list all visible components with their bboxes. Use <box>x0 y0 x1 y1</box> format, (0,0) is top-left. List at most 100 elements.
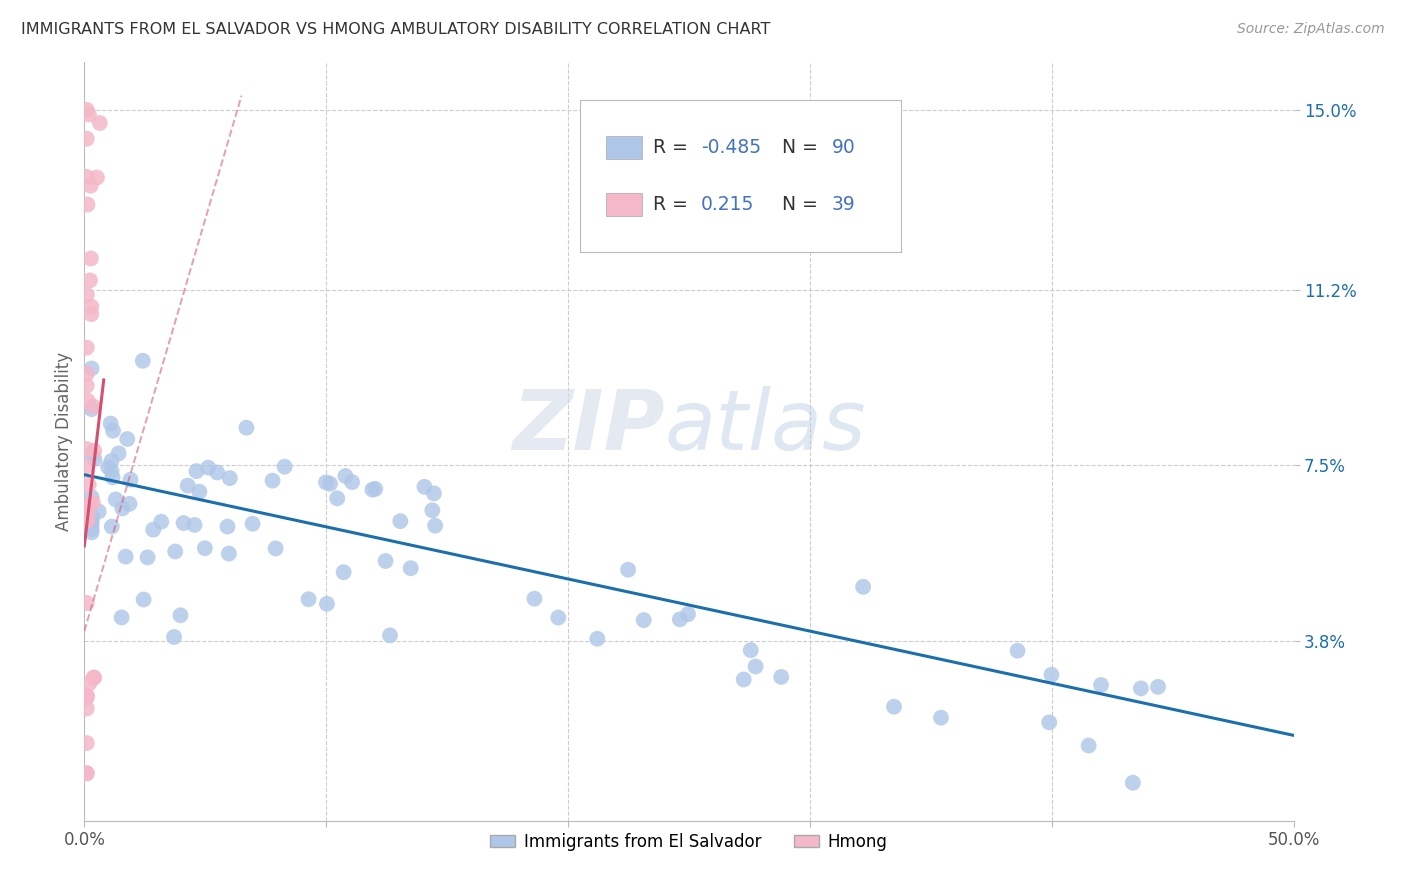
Hmong <box>76 197 98 211</box>
Immigrants from El Salvador <box>770 670 793 684</box>
Y-axis label: Ambulatory Disability: Ambulatory Disability <box>55 352 73 531</box>
Immigrants from El Salvador <box>169 608 191 623</box>
Hmong <box>76 378 98 392</box>
Text: N =: N = <box>782 138 824 157</box>
Immigrants from El Salvador <box>389 514 412 528</box>
Immigrants from El Salvador <box>883 699 905 714</box>
Immigrants from El Salvador <box>262 474 284 488</box>
Immigrants from El Salvador <box>83 451 105 466</box>
Immigrants from El Salvador <box>101 424 124 438</box>
Hmong <box>83 443 105 458</box>
Immigrants from El Salvador <box>132 592 155 607</box>
Immigrants from El Salvador <box>136 550 159 565</box>
Immigrants from El Salvador <box>80 522 103 536</box>
Hmong <box>76 393 98 408</box>
Immigrants from El Salvador <box>332 565 354 579</box>
Hmong <box>76 442 98 456</box>
Hmong <box>76 288 98 302</box>
Hmong <box>80 300 103 314</box>
Immigrants from El Salvador <box>364 482 387 496</box>
Hmong <box>76 515 98 529</box>
Hmong <box>76 766 98 780</box>
Immigrants from El Salvador <box>80 448 103 462</box>
Immigrants from El Salvador <box>423 486 446 500</box>
Immigrants from El Salvador <box>319 476 342 491</box>
Hmong <box>82 496 104 510</box>
Hmong <box>76 132 98 146</box>
Immigrants from El Salvador <box>1090 678 1112 692</box>
Hmong <box>76 367 98 381</box>
Immigrants from El Salvador <box>117 432 139 446</box>
Immigrants from El Salvador <box>374 554 396 568</box>
Immigrants from El Salvador <box>217 519 239 533</box>
Immigrants from El Salvador <box>326 491 349 506</box>
Hmong <box>77 107 100 121</box>
Text: atlas: atlas <box>665 386 866 467</box>
Text: R =: R = <box>652 138 693 157</box>
Hmong <box>80 252 103 266</box>
Immigrants from El Salvador <box>1040 667 1063 681</box>
Immigrants from El Salvador <box>733 673 755 687</box>
Hmong <box>77 477 100 491</box>
Text: Source: ZipAtlas.com: Source: ZipAtlas.com <box>1237 22 1385 37</box>
Immigrants from El Salvador <box>186 464 208 478</box>
Text: -0.485: -0.485 <box>702 138 761 157</box>
Immigrants from El Salvador <box>120 473 142 487</box>
Immigrants from El Salvador <box>80 525 103 540</box>
Immigrants from El Salvador <box>235 420 257 434</box>
Immigrants from El Salvador <box>264 541 287 556</box>
Immigrants from El Salvador <box>80 516 103 531</box>
Immigrants from El Salvador <box>335 469 357 483</box>
Immigrants from El Salvador <box>399 561 422 575</box>
Immigrants from El Salvador <box>80 490 103 504</box>
Text: 0.215: 0.215 <box>702 194 755 214</box>
Hmong <box>83 671 105 685</box>
Immigrants from El Salvador <box>1129 681 1152 696</box>
Immigrants from El Salvador <box>142 523 165 537</box>
Hmong <box>80 307 103 321</box>
Hmong <box>76 500 98 515</box>
Immigrants from El Salvador <box>1007 643 1029 657</box>
Immigrants from El Salvador <box>413 480 436 494</box>
Immigrants from El Salvador <box>188 484 211 499</box>
Immigrants from El Salvador <box>273 459 295 474</box>
Immigrants from El Salvador <box>1147 680 1170 694</box>
Hmong <box>76 596 98 610</box>
Immigrants from El Salvador <box>547 610 569 624</box>
Immigrants from El Salvador <box>676 607 699 622</box>
Immigrants from El Salvador <box>744 659 766 673</box>
Hmong <box>76 766 98 780</box>
Text: IMMIGRANTS FROM EL SALVADOR VS HMONG AMBULATORY DISABILITY CORRELATION CHART: IMMIGRANTS FROM EL SALVADOR VS HMONG AMB… <box>21 22 770 37</box>
Hmong <box>76 689 98 703</box>
Immigrants from El Salvador <box>218 471 240 485</box>
Immigrants from El Salvador <box>929 711 952 725</box>
Immigrants from El Salvador <box>111 501 134 516</box>
Immigrants from El Salvador <box>586 632 609 646</box>
Immigrants from El Salvador <box>361 483 384 497</box>
Immigrants from El Salvador <box>633 613 655 627</box>
Immigrants from El Salvador <box>183 518 205 533</box>
Immigrants from El Salvador <box>100 454 122 468</box>
Text: 90: 90 <box>831 138 855 157</box>
Hmong <box>89 116 111 130</box>
Text: 39: 39 <box>831 194 855 214</box>
Immigrants from El Salvador <box>80 402 103 417</box>
Legend: Immigrants from El Salvador, Hmong: Immigrants from El Salvador, Hmong <box>484 827 894 858</box>
Hmong <box>76 690 98 705</box>
Hmong <box>76 341 98 355</box>
Immigrants from El Salvador <box>100 417 122 431</box>
Immigrants from El Salvador <box>420 503 443 517</box>
Immigrants from El Salvador <box>107 446 129 460</box>
Immigrants from El Salvador <box>114 549 136 564</box>
Hmong <box>79 273 101 287</box>
Hmong <box>76 459 98 474</box>
Immigrants from El Salvador <box>669 612 692 626</box>
Immigrants from El Salvador <box>197 460 219 475</box>
Immigrants from El Salvador <box>132 353 155 368</box>
Hmong <box>86 170 108 185</box>
Text: ZIP: ZIP <box>512 386 665 467</box>
Immigrants from El Salvador <box>177 478 200 492</box>
Immigrants from El Salvador <box>315 475 337 490</box>
Hmong <box>83 671 105 685</box>
Hmong <box>76 103 98 117</box>
